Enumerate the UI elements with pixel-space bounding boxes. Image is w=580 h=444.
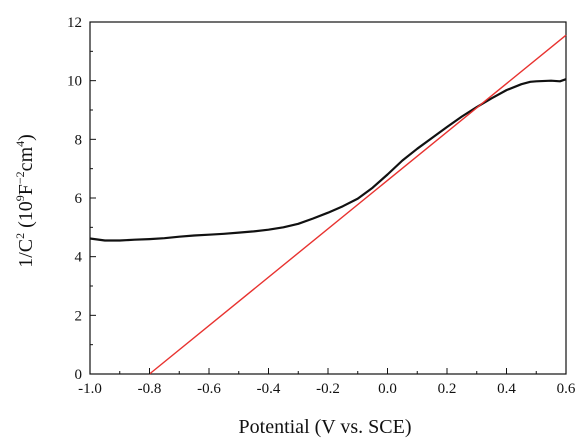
y-tick-label: 0 [75, 367, 83, 383]
y-tick-label: 6 [75, 191, 83, 207]
plot-border [89, 21, 567, 375]
y-tick-label: 2 [75, 308, 83, 324]
y-label-unit-mid: F [15, 184, 37, 195]
y-label-unit-sup3: 4 [13, 141, 27, 147]
y-label-unit-mid2: cm [15, 146, 37, 171]
labels-layer: Potential (V vs. SCE) 1/C2 (109F−2cm4) [13, 134, 411, 438]
x-tick-label: -0.8 [138, 381, 162, 397]
y-tick-label: 4 [75, 250, 83, 266]
y-label-unit-sup1: 9 [13, 195, 27, 201]
y-label-unit-prefix: (10 [15, 201, 37, 233]
x-tick-label: -1.0 [78, 381, 102, 397]
x-tick-label: 0.6 [557, 381, 576, 397]
y-label-unit-suffix: ) [15, 134, 37, 141]
series-layer [89, 34, 567, 375]
y-tick-label: 8 [75, 132, 83, 148]
measured-curve [89, 78, 567, 242]
y-tick-label: 12 [67, 15, 82, 31]
ticks-layer: -1.0 -0.8 -0.6 -0.4 -0.2 0.0 0.2 0.4 0.6 0 2 4 6 8 10 1… [67, 15, 576, 397]
linear-fit-line [149, 34, 567, 375]
x-tick-label: 0.4 [497, 381, 516, 397]
y-label-base: 1/C [15, 239, 37, 268]
x-tick-label: 0.2 [438, 381, 457, 397]
y-label-unit-sup2: −2 [13, 171, 27, 184]
plot-frame [89, 21, 567, 375]
y-tick-label: 10 [67, 74, 82, 90]
x-tick-label: 0.0 [378, 381, 397, 397]
x-tick-label: -0.2 [316, 381, 340, 397]
x-tick-label: -0.6 [197, 381, 221, 397]
x-axis-label: Potential (V vs. SCE) [239, 416, 412, 438]
x-tick-label: -0.4 [257, 381, 281, 397]
y-axis-label: 1/C2 (109F−2cm4) [13, 134, 37, 268]
y-label-sup: 2 [13, 233, 27, 239]
